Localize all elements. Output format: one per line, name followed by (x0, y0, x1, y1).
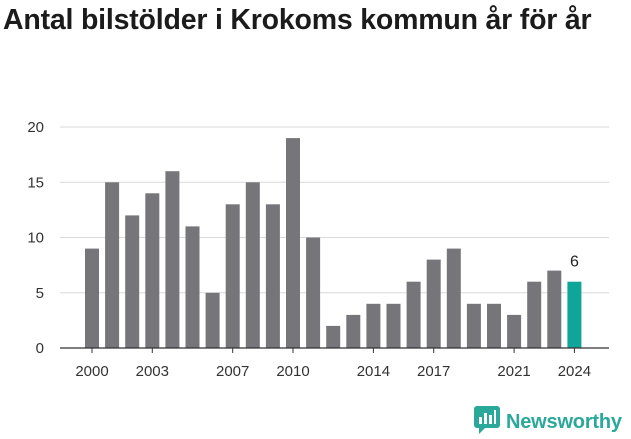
bar-2013 (346, 314, 361, 348)
x-tick-label: 2021 (497, 363, 530, 380)
grid-layer (60, 126, 609, 294)
x-tick-label: 2000 (75, 363, 108, 380)
x-tick-label: 2007 (216, 363, 249, 380)
bar-2000 (85, 248, 99, 348)
data-label-2024: 6 (570, 254, 579, 271)
bar-2023 (547, 270, 562, 348)
bar-2008 (245, 182, 260, 349)
chart-title: Antal bilstölder i Krokoms kommun år för… (3, 4, 592, 36)
bar-2015 (386, 303, 401, 348)
x-tick-label: 2024 (558, 363, 591, 380)
axis-layer (60, 347, 609, 353)
bar-2020 (487, 303, 501, 348)
bar-2011 (306, 237, 321, 348)
bar-2012 (326, 325, 341, 348)
bar-2019 (466, 303, 481, 348)
bar-2024 (567, 281, 582, 348)
bar-chart: 0 5 10 15 20 2000 2003 2007 2010 2014 2017 2021 2024… (27, 119, 609, 380)
y-tick-label: 20 (27, 119, 44, 136)
bar-2001 (105, 182, 120, 349)
x-tick-label: 2003 (136, 363, 169, 380)
brand-logo[interactable]: Newsworthy (474, 405, 622, 439)
bar-2005 (185, 226, 200, 348)
bar-2007 (225, 204, 240, 348)
bar-2018 (446, 248, 461, 348)
bar-2003 (145, 193, 160, 348)
bar-2021 (507, 314, 522, 348)
bar-2009 (265, 204, 280, 348)
x-tick-label: 2017 (417, 363, 450, 380)
bar-2022 (527, 281, 542, 348)
x-tick-label: 2014 (357, 363, 390, 380)
label-layer: 0 5 10 15 20 2000 2003 2007 2010 2014 2017 2021 2024… (27, 119, 591, 380)
bar-2016 (406, 281, 421, 348)
bar-2006 (205, 292, 220, 349)
bar-2004 (165, 171, 180, 348)
y-tick-label: 10 (27, 230, 44, 247)
bar-2014 (366, 303, 381, 348)
bar-2017 (426, 259, 441, 348)
bar-2010 (286, 138, 300, 348)
y-tick-label: 5 (36, 285, 44, 302)
bar-layer (85, 138, 582, 349)
newsworthy-logo-icon (474, 405, 500, 439)
x-tick-label: 2010 (276, 363, 309, 380)
bar-2002 (125, 215, 140, 348)
y-tick-label: 15 (27, 174, 44, 191)
brand-name: Newsworthy (506, 410, 622, 433)
y-tick-label: 0 (36, 340, 44, 357)
